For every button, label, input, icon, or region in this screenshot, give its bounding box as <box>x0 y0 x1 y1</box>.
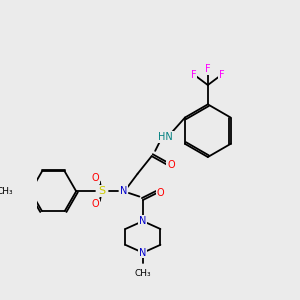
Text: HN: HN <box>158 132 173 142</box>
Text: O: O <box>92 200 99 209</box>
Text: O: O <box>92 173 99 183</box>
Text: S: S <box>98 186 105 196</box>
Text: CH₃: CH₃ <box>0 187 13 196</box>
Text: CH₃: CH₃ <box>135 268 151 278</box>
Text: O: O <box>157 188 164 198</box>
Text: N: N <box>120 186 127 196</box>
Text: O: O <box>167 160 175 170</box>
Text: F: F <box>219 70 225 80</box>
Text: F: F <box>191 70 196 80</box>
Text: F: F <box>205 64 211 74</box>
Text: N: N <box>139 248 147 258</box>
Text: N: N <box>139 216 147 226</box>
